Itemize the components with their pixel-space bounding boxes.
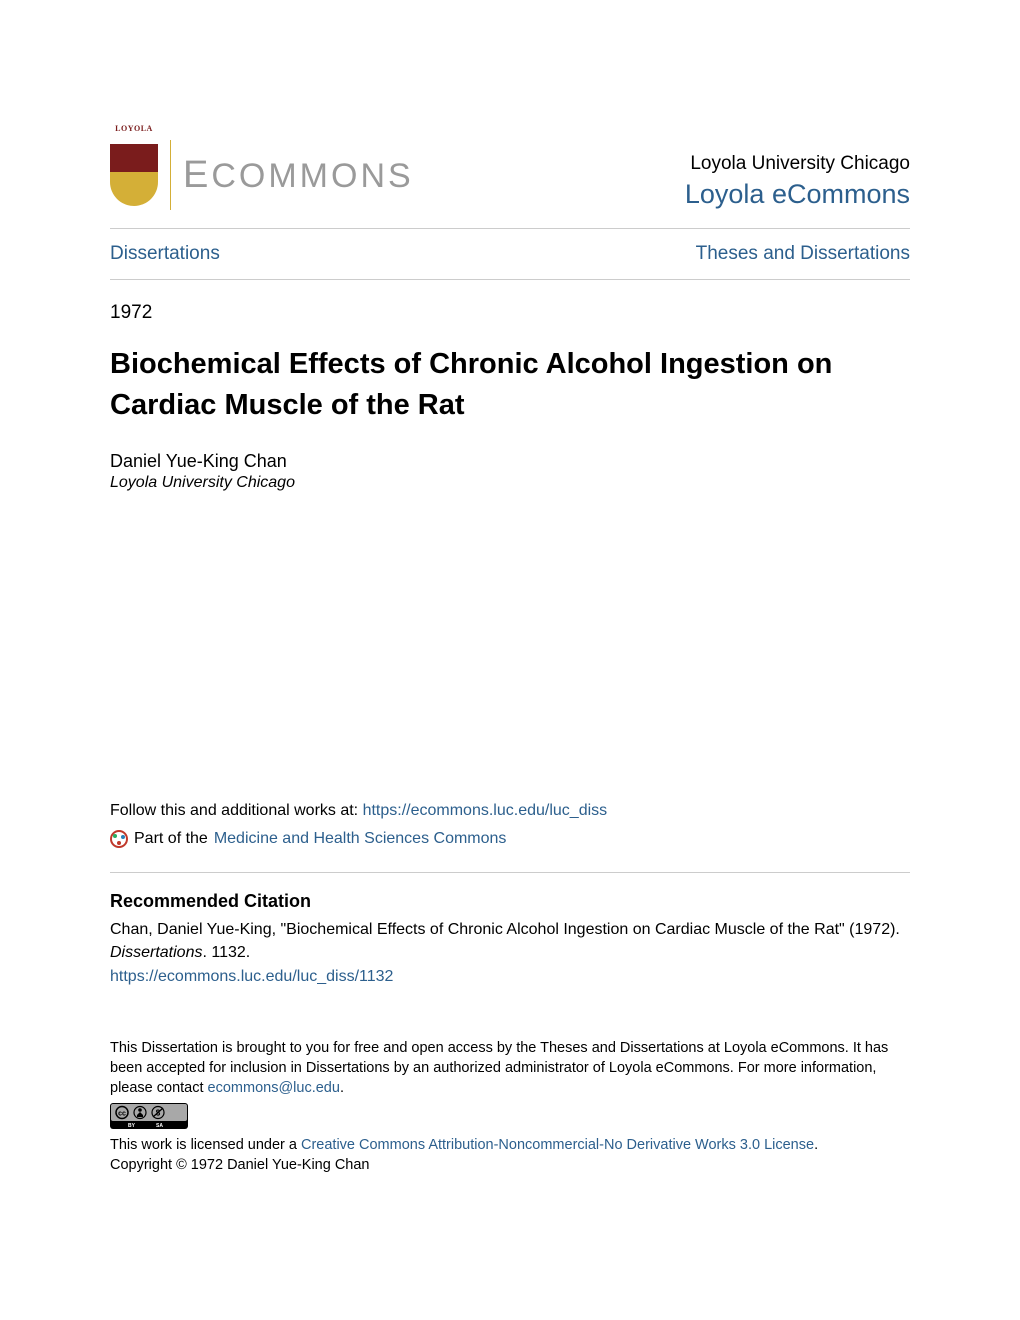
parent-collection-link[interactable]: Theses and Dissertations	[696, 243, 910, 265]
license-prefix: This work is licensed under a	[110, 1137, 301, 1153]
spacer	[110, 492, 910, 802]
footer-block: This Dissertation is brought to you for …	[110, 1038, 910, 1176]
partof-prefix: Part of the	[134, 830, 208, 848]
follow-prefix: Follow this and additional works at:	[110, 802, 363, 819]
institution-block: Loyola University Chicago Loyola eCommon…	[685, 153, 910, 210]
follow-url-link[interactable]: https://ecommons.luc.edu/luc_diss	[363, 802, 608, 819]
vertical-divider	[170, 140, 171, 210]
citation-heading: Recommended Citation	[110, 891, 910, 912]
citation-url-link[interactable]: https://ecommons.luc.edu/luc_diss/1132	[110, 968, 393, 985]
author-affiliation: Loyola University Chicago	[110, 474, 910, 492]
wordmark-text: COMMONS	[211, 157, 413, 195]
citation-text: Chan, Daniel Yue-King, "Biochemical Effe…	[110, 918, 910, 988]
page-title: Biochemical Effects of Chronic Alcohol I…	[110, 344, 910, 425]
period-2: .	[814, 1137, 818, 1153]
publication-year: 1972	[110, 302, 910, 324]
follow-works-row: Follow this and additional works at: htt…	[110, 802, 910, 820]
header: LOYOLA ECOMMONS Loyola University Chicag…	[110, 140, 910, 210]
copyright-notice: Copyright © 1972 Daniel Yue-King Chan	[110, 1157, 370, 1173]
svg-text:BY: BY	[128, 1123, 136, 1129]
svg-text:SA: SA	[156, 1123, 163, 1129]
network-icon	[110, 830, 128, 848]
repository-link[interactable]: Loyola eCommons	[685, 179, 910, 209]
loyola-shield-logo: LOYOLA	[110, 144, 158, 206]
divider-nav	[110, 279, 910, 280]
part-of-row: Part of the Medicine and Health Sciences…	[110, 830, 910, 848]
divider-citation	[110, 872, 910, 873]
commons-link[interactable]: Medicine and Health Sciences Commons	[214, 830, 507, 848]
contact-email-link[interactable]: ecommons@luc.edu	[208, 1080, 340, 1096]
author-name: Daniel Yue-King Chan	[110, 451, 910, 472]
citation-series: Dissertations	[110, 944, 202, 961]
breadcrumb-nav: Dissertations Theses and Dissertations	[110, 229, 910, 279]
license-link[interactable]: Creative Commons Attribution-Noncommerci…	[301, 1137, 814, 1153]
citation-suffix: . 1132.	[202, 944, 250, 961]
shield-icon	[110, 144, 158, 206]
shield-top-label: LOYOLA	[110, 124, 158, 133]
logo-group: LOYOLA ECOMMONS	[110, 140, 414, 210]
svg-text:cc: cc	[118, 1110, 126, 1117]
cc-license-badge[interactable]: cc $ BY SA	[110, 1103, 188, 1129]
institution-name: Loyola University Chicago	[685, 153, 910, 175]
collection-link[interactable]: Dissertations	[110, 243, 220, 265]
citation-main: Chan, Daniel Yue-King, "Biochemical Effe…	[110, 921, 900, 938]
period-1: .	[340, 1080, 344, 1096]
ecommons-wordmark: ECOMMONS	[183, 154, 414, 197]
footer-spacer	[110, 988, 910, 1038]
